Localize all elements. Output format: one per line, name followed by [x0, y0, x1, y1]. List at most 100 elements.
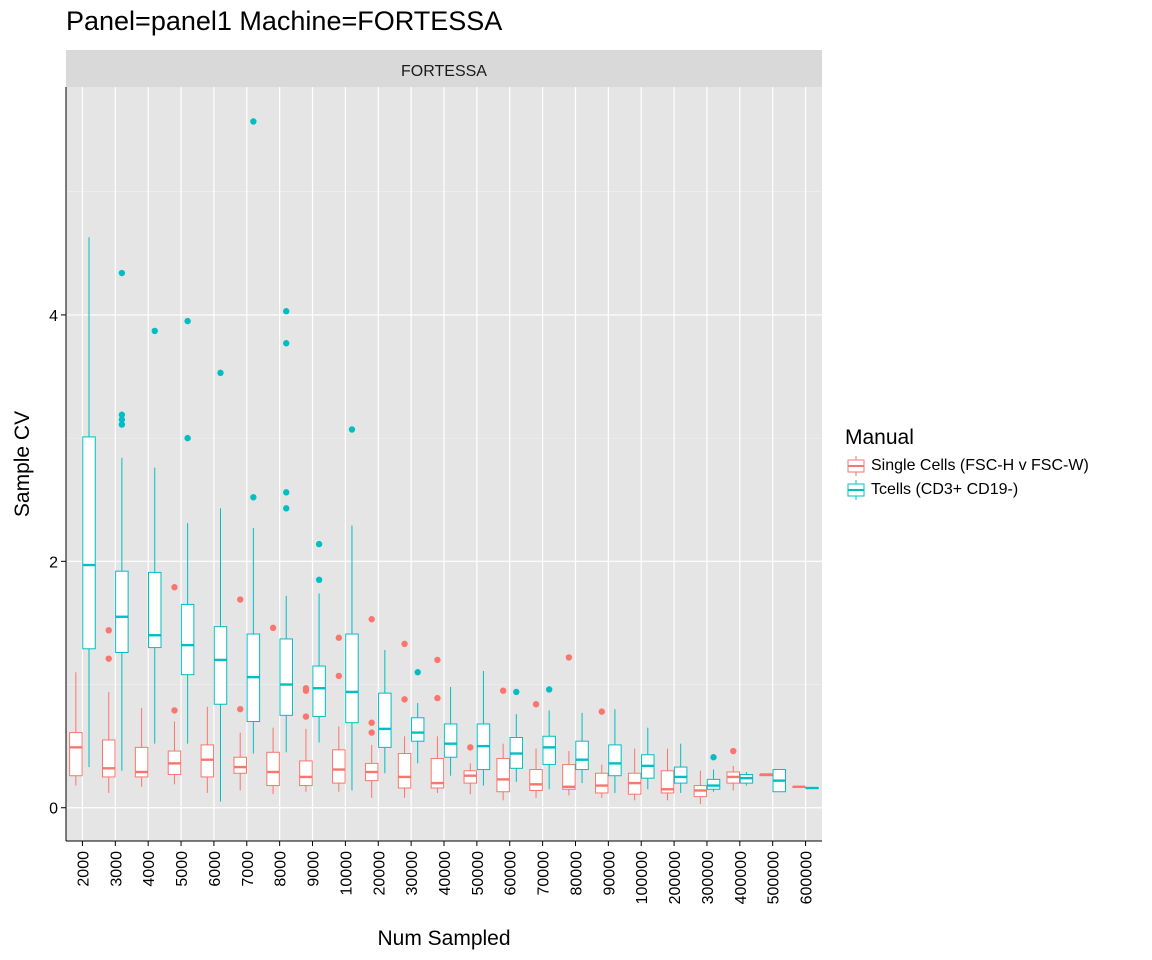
- boxplot-tcells: [575, 712, 589, 784]
- boxplot-single-cells: [134, 707, 149, 787]
- x-tick-label: 40000: [437, 851, 454, 896]
- boxplot-tcells: [410, 669, 425, 764]
- box-iqr: [463, 770, 478, 784]
- box-iqr: [410, 717, 425, 742]
- box-iqr: [332, 749, 346, 784]
- facet-strip-label: FORTESSA: [401, 63, 487, 80]
- outlier-point: [151, 327, 158, 335]
- outlier-point: [237, 705, 244, 713]
- boxplot-tcells: [542, 686, 556, 790]
- x-tick-label: 400000: [733, 851, 750, 904]
- outlier-point: [217, 369, 224, 377]
- legend-key-single-cells: [845, 455, 867, 477]
- boxplot-single-cells: [200, 706, 215, 793]
- outlier-point: [237, 596, 244, 603]
- outlier-point: [269, 624, 277, 632]
- y-tick-label: 4: [49, 308, 58, 325]
- boxplot-single-cells: [167, 584, 182, 785]
- x-tick-label: 50000: [470, 851, 487, 896]
- boxplot-tcells: [641, 727, 655, 790]
- boxplot-single-cells: [496, 687, 510, 801]
- x-tick-label: 5000: [174, 851, 191, 887]
- boxplot-single-cells: [693, 770, 708, 805]
- x-tick-label: 8000: [273, 851, 290, 887]
- boxplot-single-cells: [233, 596, 247, 791]
- x-tick-label: 4000: [141, 851, 158, 887]
- x-tick-label: 20000: [371, 851, 388, 896]
- box-iqr: [69, 732, 83, 777]
- boxplot-single-cells: [69, 672, 83, 786]
- outlier-point: [730, 747, 737, 755]
- legend: Manual Single Cells (FSC-H v FSC-W) Tcel…: [845, 426, 1089, 502]
- boxplot-single-cells: [430, 656, 445, 793]
- box-layer: [69, 118, 819, 805]
- y-tick-label: 2: [49, 554, 58, 571]
- outlier-point: [348, 426, 356, 433]
- box-iqr: [266, 751, 280, 787]
- x-tick-label: 10000: [338, 851, 355, 896]
- y-axis-title: Sample CV: [11, 411, 34, 517]
- boxplot-single-cells: [562, 654, 576, 796]
- outlier-point: [467, 744, 474, 751]
- x-tick-label: 9000: [306, 851, 323, 887]
- box-iqr: [101, 739, 116, 778]
- outlier-point: [171, 584, 178, 591]
- outlier-point: [302, 685, 310, 692]
- boxplot-tcells: [673, 743, 688, 793]
- boxplot-tcells: [378, 650, 392, 774]
- x-tick-label: 70000: [536, 851, 553, 896]
- box-iqr: [299, 760, 313, 787]
- boxplot-single-cells: [660, 748, 675, 801]
- box-iqr: [575, 740, 589, 771]
- box-iqr: [213, 626, 228, 705]
- box-iqr: [148, 571, 162, 649]
- box-iqr: [706, 778, 721, 790]
- legend-item-single-cells: Single Cells (FSC-H v FSC-W): [845, 454, 1089, 478]
- y-tick-label: 0: [49, 801, 58, 818]
- outlier-point: [368, 729, 375, 736]
- boxplot-tcells: [608, 709, 622, 793]
- outlier-point: [401, 640, 408, 648]
- box-iqr: [673, 766, 688, 784]
- box-iqr: [378, 692, 392, 748]
- boxplot-single-cells: [266, 624, 280, 795]
- legend-title: Manual: [845, 426, 914, 449]
- x-tick-label: 200000: [667, 851, 684, 904]
- box-iqr: [115, 570, 129, 654]
- x-tick-label: 3000: [108, 851, 125, 887]
- x-tick-label: 600000: [799, 851, 816, 904]
- boxplot-single-cells: [759, 773, 773, 777]
- outlier-point: [250, 494, 257, 501]
- outlier-point: [414, 669, 421, 676]
- box-iqr: [443, 723, 458, 758]
- box-iqr: [496, 757, 510, 793]
- outlier-point: [315, 540, 323, 548]
- x-tick-label: 30000: [404, 851, 421, 896]
- boxplot-tcells: [279, 308, 293, 753]
- x-tick-label: 7000: [240, 851, 257, 887]
- boxplot-single-cells: [397, 640, 412, 798]
- boxplot-tcells: [805, 786, 819, 790]
- box-iqr: [397, 753, 412, 789]
- box-iqr: [608, 744, 622, 777]
- box-iqr: [595, 772, 609, 794]
- x-tick-label: 500000: [766, 851, 783, 904]
- box-iqr: [180, 603, 195, 676]
- boxplot-tcells: [246, 118, 261, 754]
- box-iqr: [542, 735, 556, 766]
- outlier-point: [598, 708, 605, 715]
- box-iqr: [312, 665, 326, 718]
- legend-key-tcells: [845, 479, 867, 501]
- outlier-point: [335, 634, 343, 641]
- chart-title: Panel=panel1 Machine=FORTESSA: [66, 6, 503, 36]
- boxplot-single-cells: [332, 634, 346, 792]
- outlier-point: [401, 696, 408, 703]
- boxplot-tcells: [82, 237, 96, 768]
- boxplot-tcells: [312, 540, 326, 743]
- box-iqr: [200, 744, 215, 778]
- outlier-point: [302, 713, 310, 720]
- outlier-point: [283, 505, 290, 512]
- outlier-point: [315, 576, 323, 584]
- boxplot-tcells: [706, 754, 721, 792]
